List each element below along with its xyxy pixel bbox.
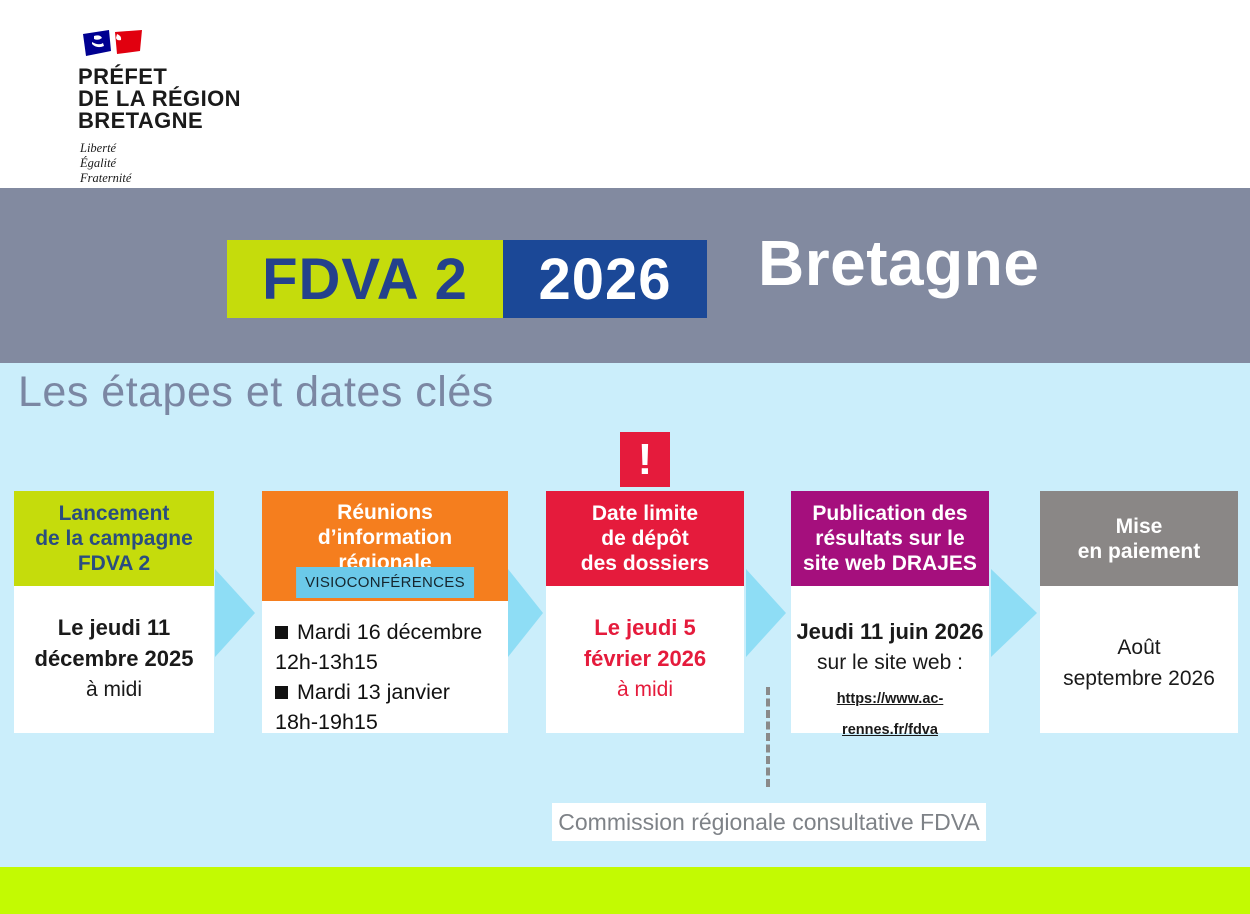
arrow-right-icon <box>215 569 255 657</box>
commission-bar: Commission régionale consultative FDVA <box>552 803 986 841</box>
step-body: Le jeudi 11 décembre 2025 à midi <box>14 586 214 733</box>
bullet-square-icon <box>275 626 288 639</box>
step-date-line: Août <box>1117 636 1161 659</box>
step-card-date-limite: Date limite de dépôt des dossiers Le jeu… <box>546 491 744 733</box>
arrow-right-icon <box>991 569 1037 657</box>
step-title-line: de dépôt <box>601 527 689 550</box>
step-header: Publication des résultats sur le site we… <box>791 491 989 586</box>
step-title-line: résultats sur le <box>815 527 965 550</box>
session-time: 12h-13h15 <box>275 650 378 674</box>
step-title-line: Date limite <box>591 502 699 525</box>
warning-exclamation-icon: ! <box>620 432 670 487</box>
step-time: à midi <box>616 678 674 701</box>
step-date-line: Jeudi 11 juin 2026 <box>796 619 984 644</box>
step-card-lancement: Lancement de la campagne FDVA 2 Le jeudi… <box>14 491 214 733</box>
arrow-right-icon <box>508 569 543 657</box>
step-card-publication: Publication des résultats sur le site we… <box>791 491 989 738</box>
step-date-line: février 2026 <box>583 646 707 671</box>
logo-name-line: PRÉFET <box>78 64 168 89</box>
session-day: Mardi 13 janvier <box>275 677 500 707</box>
step-body: Le jeudi 5 février 2026 à midi <box>546 586 744 733</box>
step-subtitle: sur le site web : <box>817 651 963 674</box>
region-title: Bretagne <box>758 227 1040 299</box>
french-flag-icon <box>83 30 142 56</box>
prefecture-logo: PRÉFET DE LA RÉGION BRETAGNE Liberté Éga… <box>78 30 241 186</box>
commission-label: Commission régionale consultative FDVA <box>558 808 980 835</box>
session-time: 18h-19h15 <box>275 710 378 734</box>
bullet-square-icon <box>275 686 288 699</box>
step-date-line: décembre 2025 <box>34 646 194 671</box>
step-title-line: site web DRAJES <box>803 552 977 575</box>
section-title: Les étapes et dates clés <box>18 368 494 416</box>
step-title-line: en paiement <box>1077 539 1201 563</box>
step-title-line: FDVA 2 <box>77 552 151 575</box>
footer-strip <box>0 867 1250 914</box>
step-header: Lancement de la campagne FDVA 2 <box>14 491 214 586</box>
header-band: FDVA 2 2026 Bretagne <box>0 188 1250 363</box>
step-title-line: d’information <box>317 526 453 549</box>
step-body: Août septembre 2026 <box>1040 586 1238 733</box>
step-title-line: des dossiers <box>580 552 710 575</box>
step-card-paiement: Mise en paiement Août septembre 2026 <box>1040 491 1238 733</box>
step-time: à midi <box>85 678 143 701</box>
step-date-line: Le jeudi 11 <box>57 615 171 640</box>
step-title-line: de la campagne <box>35 527 193 550</box>
step-date-line: septembre 2026 <box>1063 667 1215 690</box>
step-title-line: Réunions <box>337 501 433 524</box>
step-date-line: Le jeudi 5 <box>594 615 696 640</box>
arrow-right-icon <box>746 569 786 657</box>
step-title-line: Publication des <box>812 502 968 525</box>
website-link[interactable]: https://www.ac-rennes.fr/fdva <box>836 691 944 738</box>
step-header: Date limite de dépôt des dossiers <box>546 491 744 586</box>
step-body: Mardi 16 décembre 12h-13h15 Mardi 13 jan… <box>262 601 508 737</box>
timeline-canvas: Les étapes et dates clés ! Lancement de … <box>0 363 1250 867</box>
logo-name-line: DE LA RÉGION <box>78 86 241 111</box>
session-day: Mardi 16 décembre <box>275 617 500 647</box>
step-card-reunions: Réunions d’information régionale VISIOCO… <box>262 491 508 734</box>
step-title-line: Mise <box>1115 514 1163 538</box>
step-body: Jeudi 11 juin 2026 sur le site web : htt… <box>791 586 989 746</box>
step-title-line: Lancement <box>58 502 170 525</box>
visio-badge: VISIOCONFÉRENCES <box>296 567 474 598</box>
step-header: Réunions d’information régionale VISIOCO… <box>262 491 508 601</box>
year-badge: 2026 <box>503 240 707 318</box>
step-header: Mise en paiement <box>1040 491 1238 586</box>
program-badge: FDVA 2 <box>227 240 503 318</box>
logo-name-line: BRETAGNE <box>78 108 204 133</box>
dashed-connector <box>766 687 770 787</box>
logo-motto: Liberté Égalité Fraternité <box>80 141 132 185</box>
